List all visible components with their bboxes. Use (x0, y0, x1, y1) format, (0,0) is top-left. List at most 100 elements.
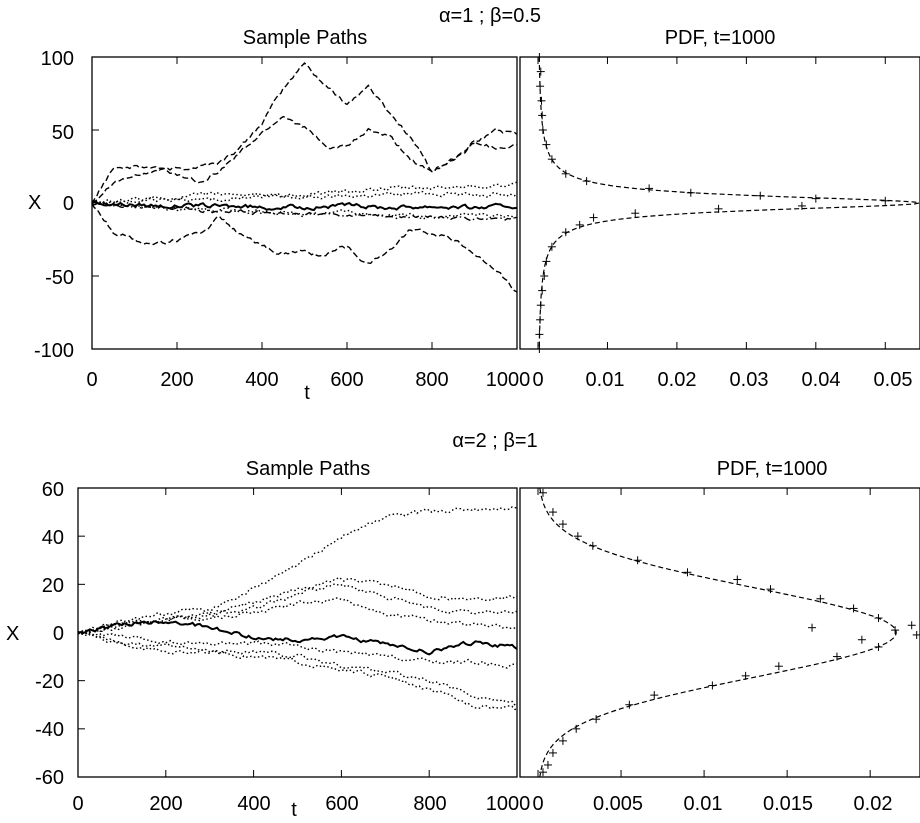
bottom-pdf-point (907, 621, 916, 630)
top-ytick-neg100: -100 (34, 340, 74, 362)
top-paths-series-2 (91, 181, 518, 204)
top-ytick-100: 100 (41, 48, 74, 70)
bottom-pdf-point (573, 532, 582, 541)
top-pdf-point (547, 242, 556, 251)
top-pdf-point (645, 184, 654, 193)
bottom-pdf-xtick-0: 0 (532, 793, 543, 815)
bottom-pdf-xtick-0005: 0.005 (593, 793, 643, 815)
bottom-pdf-plot (537, 487, 920, 778)
bottom-paths-series-4 (77, 620, 518, 656)
top-pdf-point (542, 140, 551, 149)
bottom-pdf-point (741, 671, 750, 680)
bottom-header: α=2 ; β=1 (452, 430, 537, 452)
bottom-paths-series-0 (77, 506, 518, 634)
bottom-paths-series-3 (77, 597, 518, 635)
top-figure: α=1 ; β=0.5 Sample Paths X t 100 50 0 -5… (28, 5, 920, 404)
top-pdf-point (547, 155, 556, 164)
top-ytick-0: 0 (63, 193, 74, 215)
top-pdf-point (538, 126, 547, 134)
bottom-pdf-point (538, 768, 547, 777)
bottom-paths-panel: Sample Paths X t 60 40 20 0 -20 -40 -60 … (6, 458, 530, 821)
bottom-pdf-point (808, 623, 817, 632)
top-pdf-curve (538, 57, 920, 349)
bottom-xtick-600: 600 (325, 793, 358, 815)
bottom-paths-series-2 (77, 583, 518, 635)
top-pdf-point (540, 272, 549, 280)
top-pdf-point (538, 111, 547, 120)
top-pdf-point (537, 96, 546, 105)
bottom-paths-title: Sample Paths (246, 458, 371, 480)
bottom-xtick-1000: 1000 (486, 793, 531, 815)
bottom-paths-ylabel: X (6, 623, 19, 645)
top-pdf-point (756, 191, 765, 200)
bottom-ytick-0: 0 (53, 623, 64, 645)
bottom-pdf-xtick-0015: 0.015 (763, 793, 813, 815)
bottom-pdf-point (625, 700, 634, 709)
bottom-pdf-point (891, 626, 900, 635)
bottom-pdf-panel: PDF, t=1000 0 0.005 0.01 0.015 0.02 (519, 458, 920, 815)
top-xtick-200: 200 (160, 369, 193, 391)
top-xtick-800: 800 (415, 369, 448, 391)
bottom-xtick-200: 200 (149, 793, 182, 815)
top-pdf-point (589, 213, 598, 222)
bottom-pdf-point (874, 642, 883, 651)
top-ytick-neg50: -50 (45, 267, 74, 289)
bottom-xtick-800: 800 (413, 793, 446, 815)
bottom-pdf-point (538, 488, 547, 497)
top-pdf-point (536, 301, 545, 310)
bottom-pdf-frame (519, 487, 920, 778)
bottom-pdf-point (558, 736, 567, 745)
bottom-pdf-point (548, 508, 557, 517)
bottom-pdf-point (543, 760, 552, 769)
bottom-pdf-point (633, 556, 642, 565)
bottom-paths-series-7 (77, 632, 518, 711)
top-pdf-title: PDF, t=1000 (665, 27, 776, 49)
top-pdf-point (714, 204, 723, 213)
bottom-pdf-point (708, 681, 717, 690)
bottom-pdf-curve (539, 487, 897, 778)
top-pdf-xtick-0: 0 (532, 369, 543, 391)
bottom-ytick-neg60: -60 (35, 767, 64, 789)
top-pdf-point (561, 228, 570, 237)
bottom-xtick-400: 400 (237, 793, 270, 815)
top-xtick-600: 600 (330, 369, 363, 391)
top-pdf-xtick-003: 0.03 (730, 369, 769, 391)
top-paths-ylabel: X (28, 192, 41, 214)
bottom-pdf-point (774, 662, 783, 671)
top-header: α=1 ; β=0.5 (439, 5, 541, 27)
top-pdf-xtick-005: 0.05 (874, 369, 913, 391)
top-paths-frame (91, 56, 518, 350)
bottom-ytick-neg20: -20 (35, 671, 64, 693)
top-pdf-point (535, 330, 544, 339)
top-xtick-0: 0 (86, 369, 97, 391)
bottom-ytick-20: 20 (42, 575, 64, 597)
top-paths-series-5 (91, 200, 518, 220)
top-paths-series-4 (91, 199, 518, 212)
bottom-pdf-title: PDF, t=1000 (717, 458, 828, 480)
bottom-paths-frame (77, 487, 518, 778)
bottom-pdf-point (650, 691, 659, 700)
bottom-xtick-0: 0 (72, 793, 83, 815)
top-pdf-point (536, 67, 545, 76)
bottom-figure: α=2 ; β=1 Sample Paths X t 60 40 20 0 -2… (6, 430, 920, 821)
bottom-paths-series-6 (77, 631, 518, 708)
bottom-pdf-point (832, 652, 841, 661)
top-xtick-400: 400 (245, 369, 278, 391)
bottom-paths-xlabel: t (291, 799, 297, 821)
bottom-pdf-point (558, 520, 567, 529)
top-xtick-1000: 1000 (486, 369, 531, 391)
bottom-paths-plot (77, 487, 518, 778)
top-paths-series-1 (91, 115, 518, 204)
top-paths-series-0 (91, 62, 518, 204)
top-pdf-point (631, 209, 640, 218)
top-paths-plot (91, 56, 518, 350)
top-pdf-point (582, 177, 591, 186)
top-pdf-point (797, 201, 806, 210)
bottom-pdf-point (857, 635, 866, 644)
top-pdf-point (542, 257, 551, 266)
bottom-ytick-neg40: -40 (35, 719, 64, 741)
top-pdf-xtick-004: 0.04 (802, 369, 841, 391)
top-pdf-xtick-001: 0.01 (586, 369, 625, 391)
top-paths-panel: Sample Paths X t 100 50 0 -50 -100 0 200… (28, 27, 530, 404)
